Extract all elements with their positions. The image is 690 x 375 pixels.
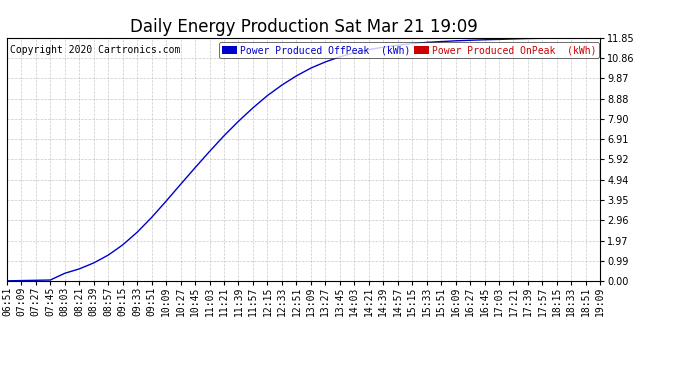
Legend: Power Produced OffPeak  (kWh), Power Produced OnPeak  (kWh): Power Produced OffPeak (kWh), Power Prod… — [219, 42, 599, 58]
Text: Copyright 2020 Cartronics.com: Copyright 2020 Cartronics.com — [10, 45, 180, 55]
Title: Daily Energy Production Sat Mar 21 19:09: Daily Energy Production Sat Mar 21 19:09 — [130, 18, 477, 36]
